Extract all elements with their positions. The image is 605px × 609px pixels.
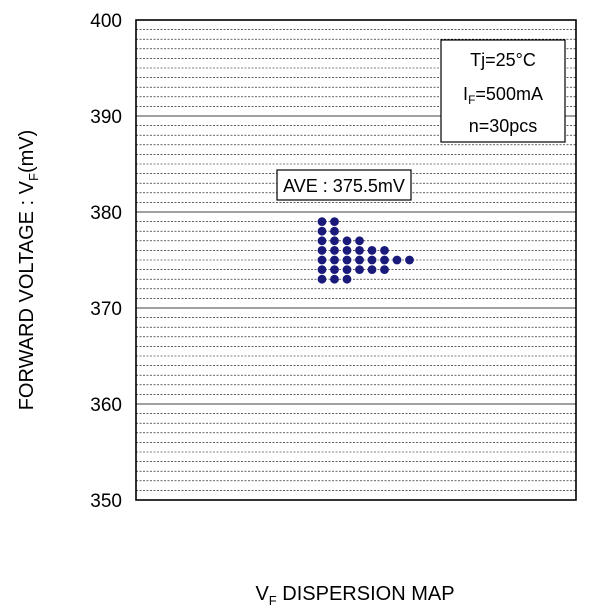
data-point [342,274,352,284]
data-point [342,255,352,265]
data-point [317,217,327,227]
data-point [317,246,327,255]
data-point [330,265,339,274]
condition-if: IF=500mA [463,84,543,107]
y-tick-label: 370 [90,299,122,320]
data-point [317,274,327,284]
data-point [317,236,327,246]
data-point [367,265,377,274]
data-point [380,246,389,255]
x-axis-title: VF DISPERSION MAP [255,583,454,608]
average-box [276,169,412,201]
data-point [355,255,364,265]
condition-tj: Tj=25°C [470,50,536,70]
data-point [380,255,389,265]
data-point [330,274,339,284]
data-point [355,265,364,274]
condition-n: n=30pcs [469,116,538,136]
y-axis-title: FORWARD VOLTAGE : VF(mV) [16,130,41,411]
data-points [317,217,414,284]
plot-frame [135,19,577,501]
y-tick-label: 380 [90,203,122,224]
data-point [355,246,364,255]
data-point [317,226,327,236]
data-point [342,246,352,255]
data-point [392,255,402,265]
y-tick-label: 390 [90,107,122,128]
y-tick-label: 360 [90,395,122,416]
data-point [342,265,352,274]
data-point [380,265,389,274]
y-tick-label: 400 [90,11,122,32]
data-point [405,255,414,265]
data-point [330,246,339,255]
conditions-box [440,39,566,143]
data-point [330,236,339,246]
y-axis-ticks: 350 360 370 380 390 400 [90,11,122,512]
data-point [367,255,377,265]
data-point [367,246,377,255]
data-point [317,255,327,265]
data-point [330,217,339,227]
data-point [330,226,339,236]
y-tick-label: 350 [90,491,122,512]
data-point [355,236,364,246]
data-point [330,255,339,265]
average-label: AVE : 375.5mV [283,176,405,196]
data-point [342,236,352,246]
data-point [317,265,327,274]
